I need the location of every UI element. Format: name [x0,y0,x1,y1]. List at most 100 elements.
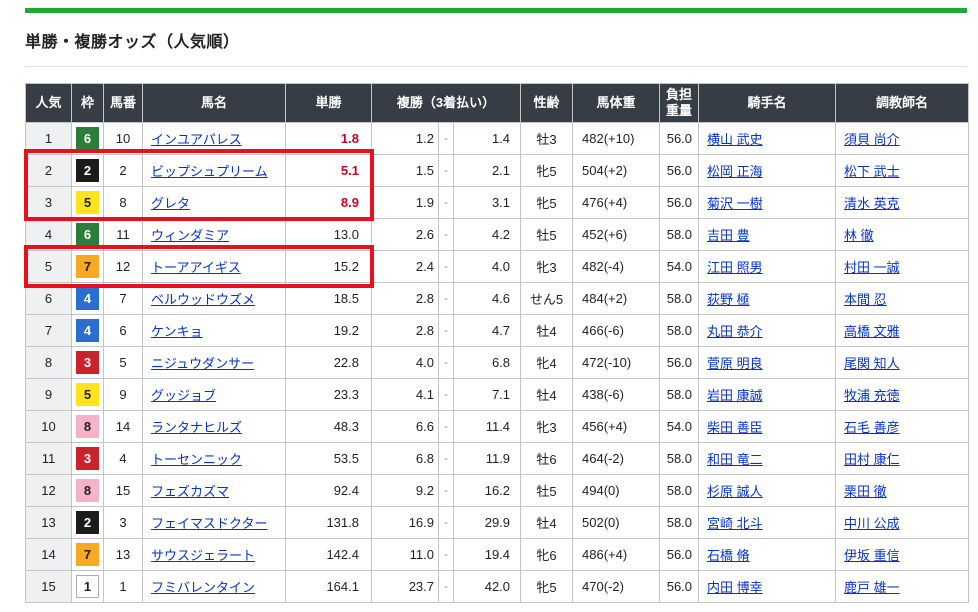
frame-badge: 5 [76,191,99,214]
jockey-link[interactable]: 松岡 正海 [707,164,763,179]
frame-cell: 1 [71,570,104,603]
jockey-link[interactable]: 荻野 極 [707,292,750,307]
sex-age-cell: 牝5 [520,186,574,219]
jockey-cell: 江田 照男 [698,250,837,283]
table-row: 12 8 15 フェズカズマ 92.4 9.2 - 16.2 牡5 494(0)… [25,474,970,507]
frame-cell: 3 [71,442,104,475]
place-odds-separator: - [438,154,454,187]
jockey-link[interactable]: 丸田 恭介 [707,324,763,339]
place-odds-separator: - [438,570,454,603]
place-odds-separator: - [438,218,454,251]
table-row: 3 5 8 グレタ 8.9 1.9 - 3.1 牝5 476(+4) 56.0 … [25,186,970,219]
table-row: 2 2 2 ビップシュプリーム 5.1 1.5 - 2.1 牝5 504(+2)… [25,154,970,187]
place-odds-min-cell: 9.2 [371,474,439,507]
trainer-link[interactable]: 田村 康仁 [844,452,900,467]
carried-weight-cell: 56.0 [659,538,700,571]
horse-name-link[interactable]: トーセンニック [151,452,243,467]
jockey-link[interactable]: 和田 竜二 [707,452,763,467]
horse-weight-cell: 476(+4) [572,186,661,219]
horse-name-link[interactable]: ランタナヒルズ [151,420,243,435]
sex-age-cell: 牡4 [520,506,574,539]
horse-name-link[interactable]: フェズカズマ [151,484,230,499]
frame-cell: 8 [71,474,104,507]
horse-name-link[interactable]: フェイマスドクター [151,516,268,531]
frame-cell: 4 [71,282,104,315]
jockey-link[interactable]: 杉原 誠人 [707,484,763,499]
horse-name-link[interactable]: インユアパレス [151,132,242,147]
place-odds-separator: - [438,186,454,219]
horse-name-link[interactable]: トーアアイギス [151,260,241,275]
horse-name-link[interactable]: ビップシュプリーム [151,164,268,179]
trainer-link[interactable]: 村田 一誠 [844,260,900,275]
header-trainer: 調教師名 [835,83,970,123]
horse-name-link[interactable]: グレタ [151,196,191,211]
carried-weight-cell: 58.0 [659,314,700,347]
trainer-link[interactable]: 尾関 知人 [844,356,900,371]
win-odds-cell: 1.8 [285,122,372,155]
horse-name-link[interactable]: フミバレンタイン [151,580,256,595]
jockey-link[interactable]: 菊沢 一樹 [707,196,763,211]
horse-name-cell: グッジョブ [142,378,286,411]
header-jockey: 騎手名 [698,83,837,123]
place-odds-min-cell: 2.8 [371,314,439,347]
trainer-link[interactable]: 伊坂 重信 [844,548,900,563]
jockey-link[interactable]: 菅原 明良 [707,356,763,371]
horse-name-link[interactable]: グッジョブ [151,388,217,403]
trainer-link[interactable]: 牧浦 充徳 [844,388,900,403]
jockey-link[interactable]: 石橋 脩 [707,548,750,563]
jockey-link[interactable]: 吉田 豊 [707,228,750,243]
jockey-link[interactable]: 岩田 康誠 [707,388,763,403]
place-odds-separator: - [438,442,454,475]
horse-name-link[interactable]: サウスジェラート [151,548,256,563]
place-odds-max-cell: 19.4 [452,538,522,571]
horse-name-link[interactable]: ベルウッドウズメ [151,292,256,307]
jockey-link[interactable]: 江田 照男 [707,260,763,275]
frame-badge: 8 [76,415,99,438]
horse-name-link[interactable]: ウィンダミア [151,228,230,243]
trainer-link[interactable]: 松下 武士 [844,164,900,179]
trainer-link[interactable]: 石毛 善彦 [844,420,900,435]
jockey-link[interactable]: 柴田 善臣 [707,420,763,435]
sex-age-cell: 牡5 [520,474,574,507]
place-odds-min-cell: 2.8 [371,282,439,315]
trainer-link[interactable]: 須貝 尚介 [844,132,900,147]
trainer-link[interactable]: 本間 忍 [844,292,887,307]
horse-number-cell: 11 [103,218,143,251]
trainer-link[interactable]: 栗田 徹 [844,484,887,499]
horse-weight-cell: 486(+4) [572,538,661,571]
horse-name-link[interactable]: ニジュウダンサー [151,356,255,371]
horse-number-cell: 6 [103,314,143,347]
trainer-link[interactable]: 鹿戸 雄一 [844,580,900,595]
header-rank: 人気 [25,83,72,123]
header-carried-weight: 負担重量 [659,83,700,123]
sex-age-cell: 牝4 [520,346,574,379]
trainer-cell: 清水 英克 [835,186,970,219]
place-odds-min-cell: 6.6 [371,410,439,443]
trainer-cell: 高橋 文雅 [835,314,970,347]
jockey-link[interactable]: 内田 博幸 [707,580,763,595]
jockey-link[interactable]: 宮崎 北斗 [707,516,763,531]
frame-cell: 7 [71,250,104,283]
place-odds-separator: - [438,122,454,155]
win-odds-cell: 18.5 [285,282,372,315]
trainer-link[interactable]: 中川 公成 [844,516,900,531]
rank-cell: 15 [25,570,72,603]
table-row: 11 3 4 トーセンニック 53.5 6.8 - 11.9 牡6 464(-2… [25,442,970,475]
trainer-link[interactable]: 林 徹 [844,228,874,243]
table-row: 4 6 11 ウィンダミア 13.0 2.6 - 4.2 牡5 452(+6) … [25,218,970,251]
rank-cell: 4 [25,218,72,251]
place-odds-max-cell: 16.2 [452,474,522,507]
horse-name-link[interactable]: ケンキョ [151,324,203,339]
jockey-link[interactable]: 横山 武史 [707,132,763,147]
trainer-link[interactable]: 高橋 文雅 [844,324,900,339]
carried-weight-cell: 58.0 [659,378,700,411]
jockey-cell: 石橋 脩 [698,538,837,571]
horse-weight-cell: 482(-4) [572,250,661,283]
rank-cell: 9 [25,378,72,411]
frame-badge: 6 [76,223,99,246]
place-odds-max-cell: 6.8 [452,346,522,379]
trainer-link[interactable]: 清水 英克 [844,196,900,211]
carried-weight-cell: 54.0 [659,410,700,443]
jockey-cell: 内田 博幸 [698,570,837,603]
place-odds-min-cell: 4.1 [371,378,439,411]
